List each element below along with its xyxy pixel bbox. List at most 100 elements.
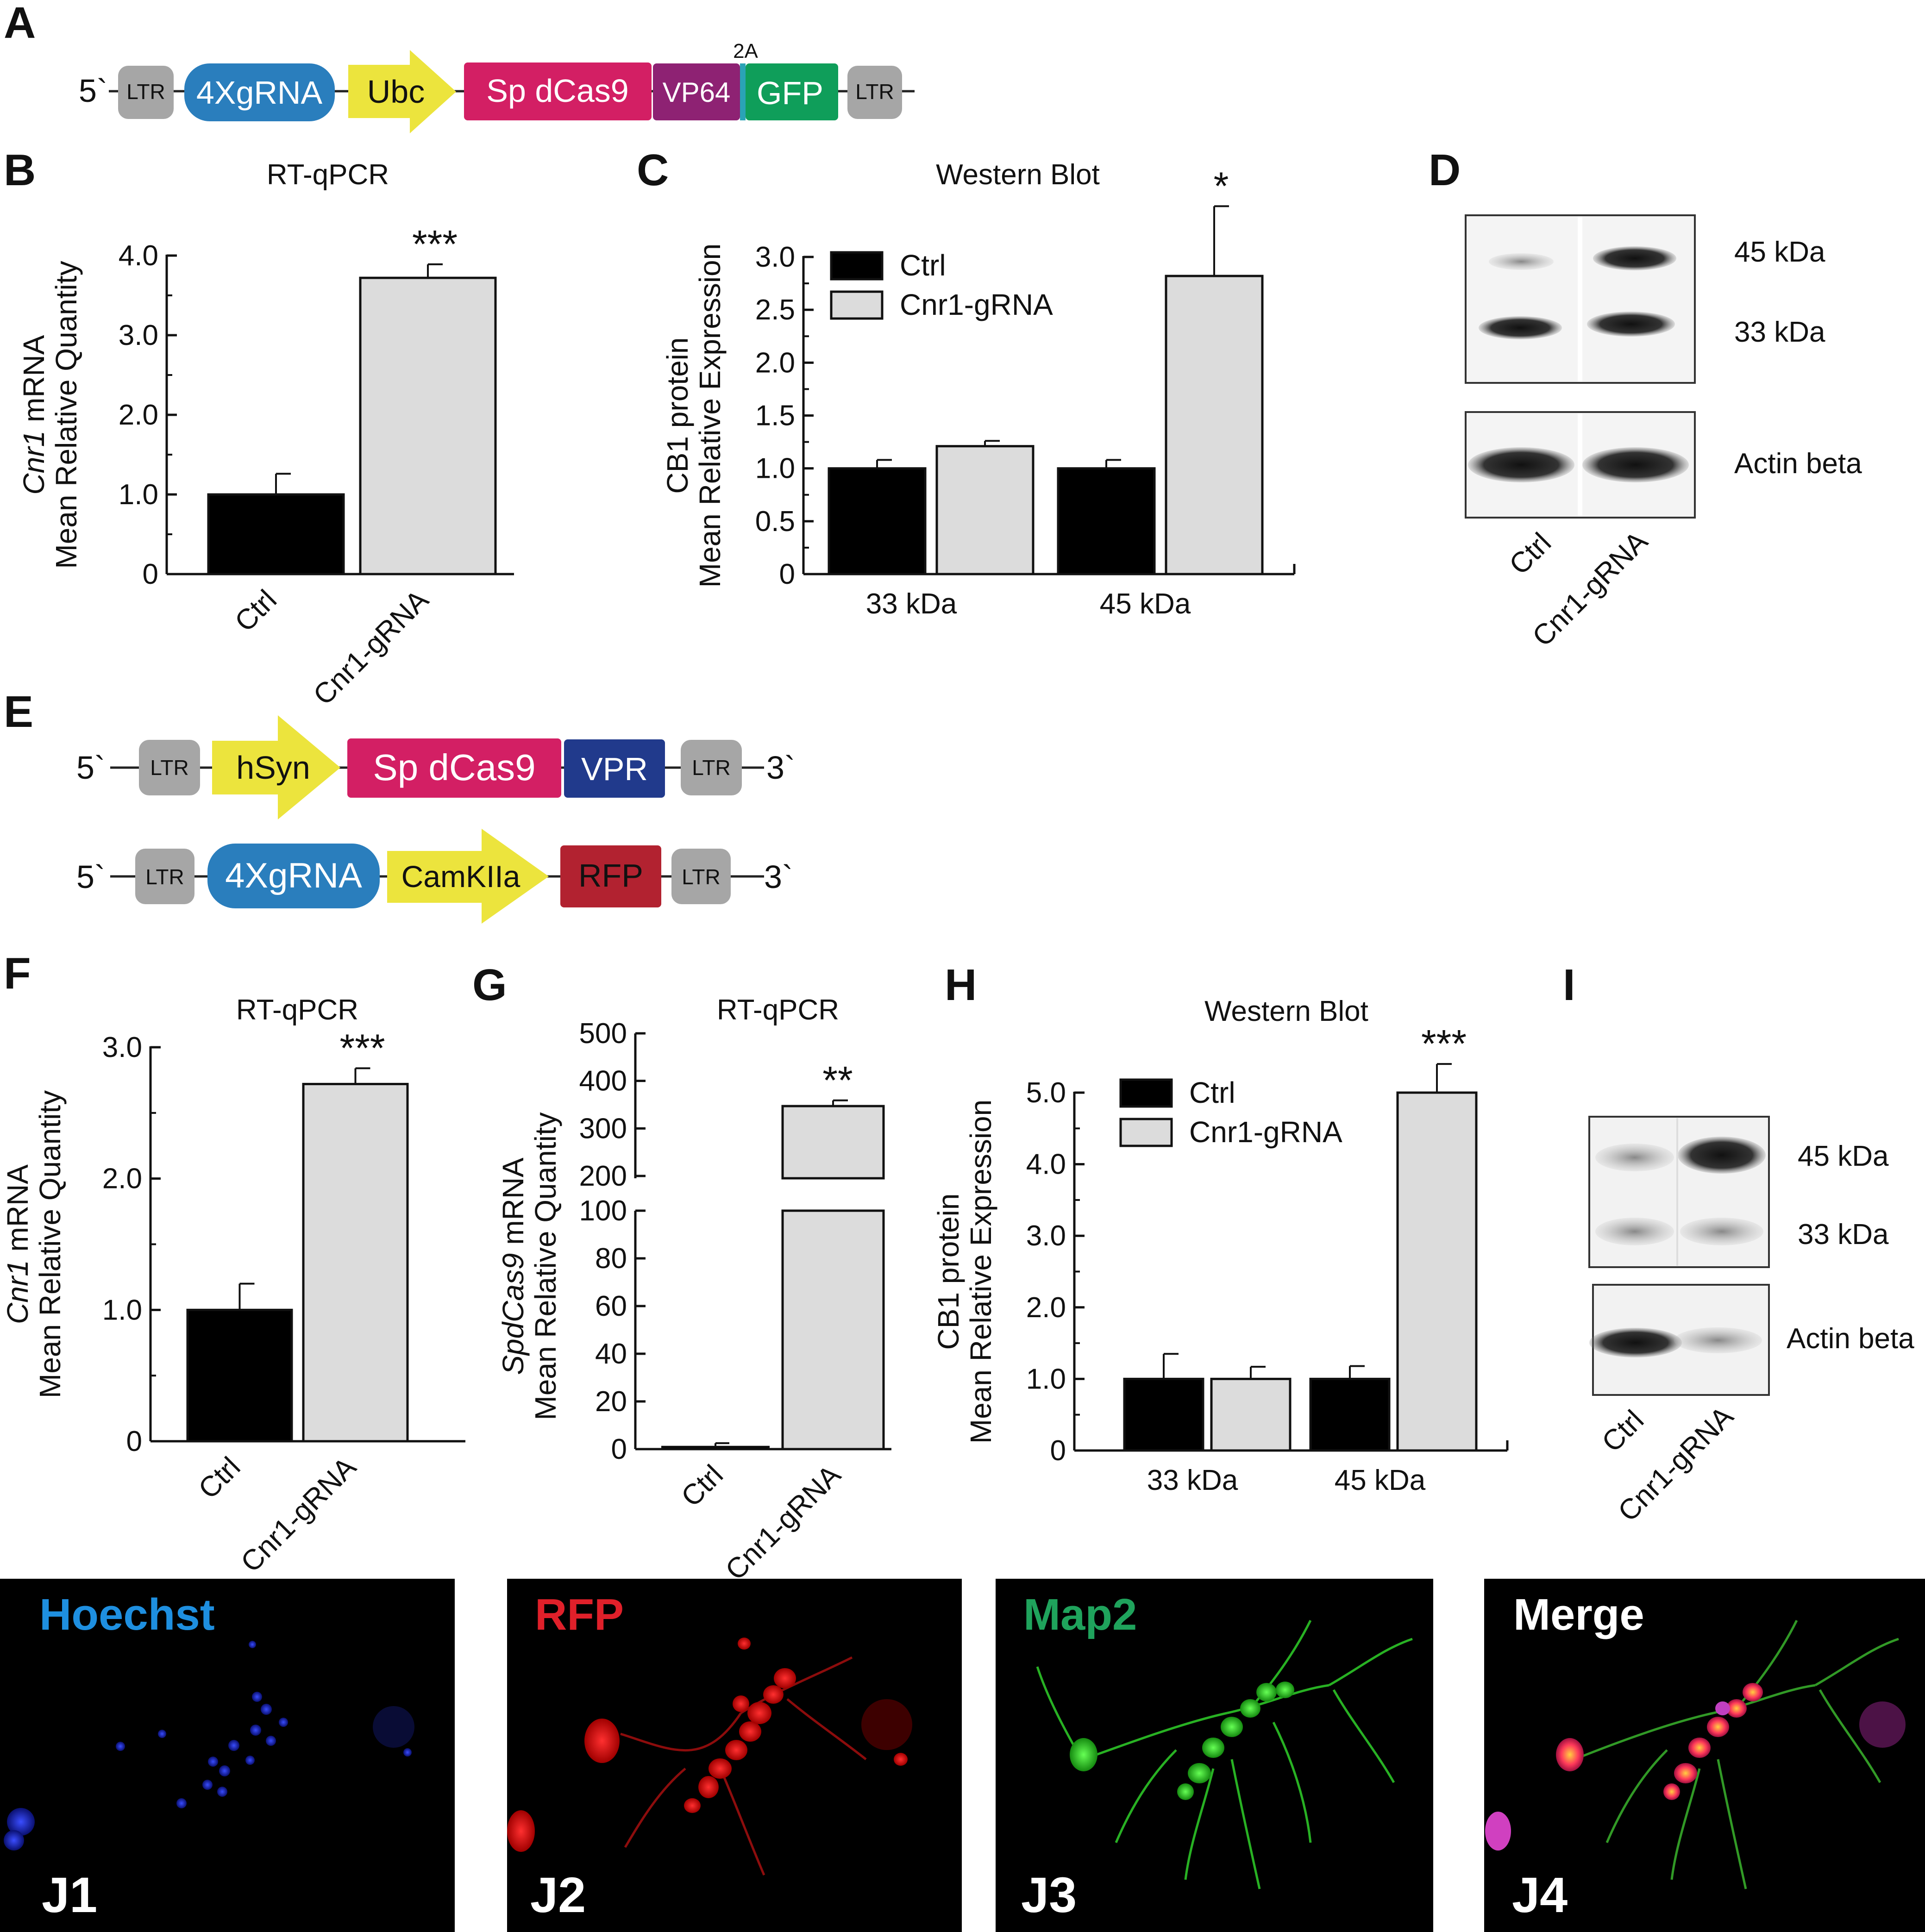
panel-letter-a: A (4, 0, 36, 48)
y-tick-label: 400 (579, 1065, 627, 1097)
map2-cell-bodies (1070, 1682, 1294, 1800)
y-axis-label: Cnr1 mRNA (1, 1164, 34, 1324)
grna-label: 4XgRNA (196, 75, 323, 111)
five-prime-label: 5` (79, 73, 107, 109)
micrograph-id-j2: J2 (530, 1867, 586, 1923)
y-tick-label: 0 (143, 558, 158, 590)
y-tick-label: 2.0 (119, 399, 158, 431)
construct-e: 5` LTR hSyn Sp dCas9 VPR LTR 3` 5` LTR 4… (76, 715, 795, 924)
rfp-block (560, 845, 661, 907)
y-tick-label: 2.0 (755, 347, 795, 379)
y-tick-label: 2.0 (102, 1163, 142, 1195)
y-tick-label: 0 (1050, 1435, 1066, 1467)
micrograph-j1: Hoechst J1 (0, 1579, 455, 1932)
legend-swatch (830, 251, 884, 281)
dcas9-block (464, 63, 652, 120)
panel-letter-i: I (1563, 960, 1575, 1010)
y-axis-label-2: Mean Relative Expression (964, 1100, 997, 1444)
2a-block (740, 63, 746, 120)
merge-cell-bodies (1485, 1683, 1906, 1851)
camkiia-label: CamKIIa (401, 859, 520, 894)
y-tick-label: 4.0 (119, 240, 158, 272)
y-tick-label: 1.0 (102, 1294, 142, 1326)
gfp-label: GFP (757, 75, 823, 111)
micrograph-label-rfp: RFP (535, 1590, 624, 1639)
hsyn-promoter-arrow (212, 715, 340, 819)
y-tick-label: 3.0 (119, 319, 158, 351)
ubc-promoter-arrow (348, 50, 456, 133)
ltr-label: LTR (126, 80, 165, 104)
blot-d: 45 kDa 33 kDa Actin beta Ctrl Cnr1-gRNA (1465, 214, 1862, 653)
bar-ctrl (661, 1445, 770, 1451)
bar-ctrl (1057, 467, 1156, 575)
band-45kda-ctrl (1595, 1144, 1674, 1171)
construct-a: 5` LTR 4XgRNA Ubc Sp dCas9 VP64 2A GFP L… (79, 40, 915, 133)
grna-block (184, 63, 335, 121)
band-45kda-grna (1678, 1137, 1766, 1174)
y-tick-label: 200 (579, 1160, 627, 1192)
rfp-label: RFP (578, 857, 643, 894)
y-tick-label: 500 (579, 1018, 627, 1050)
y-tick-label: 20 (595, 1386, 627, 1418)
y-tick-label: 4.0 (1026, 1149, 1066, 1181)
panel-letter-h: H (945, 960, 977, 1010)
ltr-block (671, 849, 731, 904)
rfp-cell-bodies (507, 1638, 912, 1852)
bar-cnr1-grna (935, 445, 1035, 575)
map2-neurites (1036, 1619, 1413, 1889)
y-tick-label: 3.0 (1026, 1220, 1066, 1252)
dcas9-label: Sp dCas9 (486, 73, 628, 109)
y-axis-label-2: Mean Relative Quantity (529, 1112, 562, 1420)
y-axis-label-2: Mean Relative Expression (693, 244, 727, 588)
ltr-block (135, 849, 194, 904)
ltr-label: LTR (692, 756, 731, 780)
significance-marker: *** (1421, 1022, 1467, 1065)
y-tick-label: 0.5 (755, 506, 795, 538)
y-tick-label: 3.0 (755, 241, 795, 273)
band-actin-grna (1674, 1327, 1762, 1353)
y-tick-label: 1.0 (755, 453, 795, 485)
micrograph-label-merge: Merge (1513, 1590, 1644, 1639)
panel-letter-c: C (637, 145, 669, 195)
x-tick-label: Cnr1-gRNA (720, 1459, 847, 1587)
significance-marker: *** (412, 222, 458, 266)
y-axis-label-2: Mean Relative Quantity (33, 1090, 67, 1398)
y-axis-label: SpdCas9 mRNA (496, 1157, 530, 1375)
y-tick-label: 5.0 (1026, 1077, 1066, 1109)
band-actin-grna (1582, 447, 1689, 482)
y-tick-label: 3.0 (102, 1032, 142, 1063)
legend-swatch (830, 290, 884, 320)
dcas9-block (347, 738, 561, 798)
lane-label-ctrl: Ctrl (1596, 1404, 1650, 1458)
y-tick-label: 1.0 (119, 479, 158, 511)
band-label-actin-beta: Actin beta (1734, 448, 1862, 480)
legend-label: Cnr1-gRNA (900, 288, 1053, 321)
vp64-block (653, 63, 740, 120)
bar-cnr1-grna-upper (781, 1105, 885, 1180)
three-prime-label: 3` (764, 859, 793, 895)
vpr-label: VPR (581, 751, 648, 787)
five-prime-label: 5` (76, 750, 105, 786)
y-tick-label: 0 (779, 558, 795, 590)
micrograph-j1-frame (0, 1579, 455, 1932)
y-tick-label: 2.0 (1026, 1292, 1066, 1324)
significance-marker: ** (822, 1058, 853, 1102)
bar-cnr1-grna (359, 276, 497, 575)
legend-label: Ctrl (1189, 1076, 1235, 1109)
bar-ctrl (207, 493, 345, 575)
band-actin-ctrl (1589, 1328, 1682, 1357)
y-tick-label: 1.5 (755, 400, 795, 432)
bar-ctrl (828, 467, 927, 575)
band-label-33kda: 33 kDa (1798, 1219, 1889, 1250)
ltr-block (118, 66, 174, 119)
y-axis-label-2: Mean Relative Quantity (50, 261, 83, 569)
bar-cnr1-grna (781, 1209, 885, 1451)
bar-ctrl (1309, 1377, 1391, 1452)
ubc-label: Ubc (367, 74, 425, 110)
dcas9-label: Sp dCas9 (373, 747, 535, 788)
